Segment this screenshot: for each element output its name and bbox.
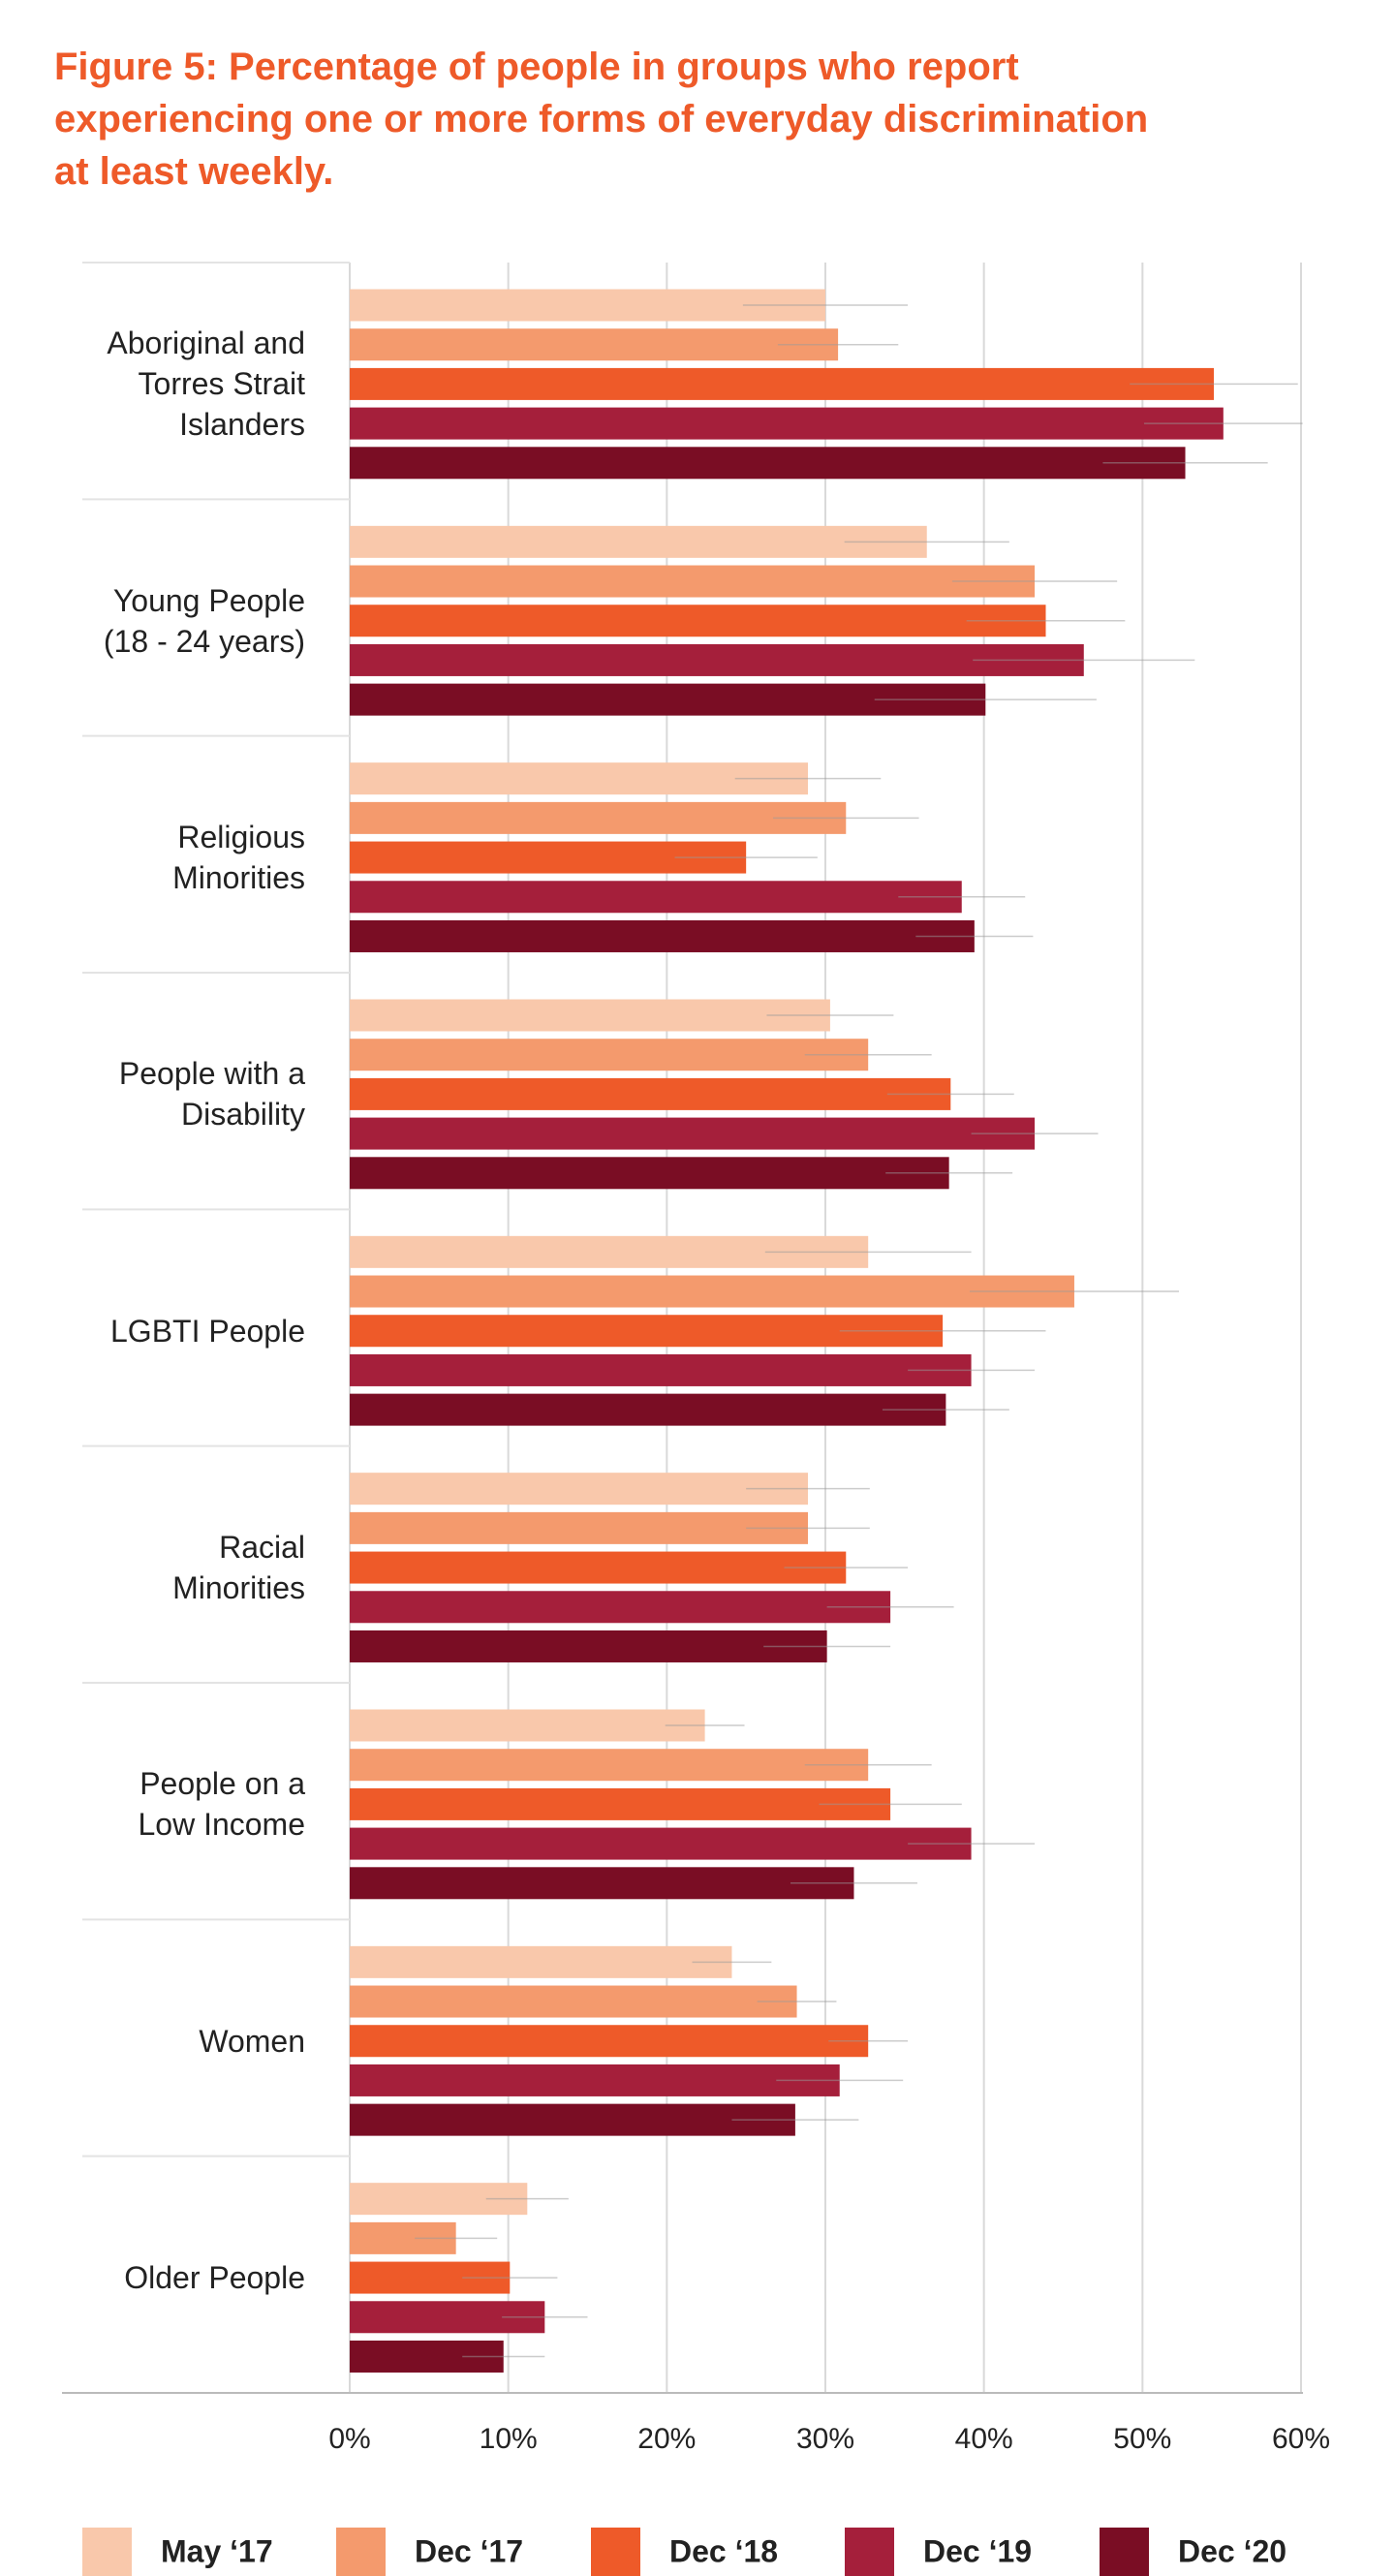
category-label: Aboriginal and Torres Strait Islanders (107, 326, 305, 443)
category-label: People with a Disability (118, 1056, 305, 1133)
bar (350, 367, 1214, 400)
category-label: LGBTI People (110, 1313, 305, 1349)
bar (350, 1353, 972, 1386)
legend-swatch (336, 2528, 386, 2576)
category-label: Racial Minorities (172, 1530, 305, 1606)
chart-title: Figure 5: Percentage of people in groups… (54, 46, 1149, 193)
bar (350, 1945, 732, 1978)
legend-swatch (1100, 2528, 1149, 2576)
bar (350, 407, 1224, 440)
bar (350, 328, 839, 361)
bar (350, 1117, 1036, 1150)
legend-label: Dec ‘18 (669, 2533, 778, 2568)
bar (350, 1749, 869, 1782)
x-tick-label: 50% (1113, 2423, 1171, 2455)
bar (350, 1157, 949, 1190)
bar (350, 762, 808, 795)
category-label: Young People (18 - 24 years) (103, 582, 305, 659)
legend-swatch (82, 2528, 132, 2576)
bar (350, 643, 1084, 676)
bar (350, 1473, 808, 1505)
bar (350, 1551, 847, 1584)
bar (350, 1511, 808, 1544)
bar (350, 1787, 891, 1820)
bar (350, 1867, 854, 1900)
category-label: Religious Minorities (172, 820, 305, 896)
x-tick-label: 10% (480, 2423, 538, 2455)
category-label: Women (199, 2023, 305, 2059)
bar (350, 881, 962, 914)
bar (350, 1077, 951, 1110)
legend-label: Dec ‘19 (923, 2533, 1032, 2568)
bar (350, 2103, 795, 2136)
bar (350, 1709, 705, 1742)
bar (350, 1629, 827, 1662)
bar (350, 999, 830, 1032)
x-tick-label: 20% (637, 2423, 696, 2455)
bar (350, 1039, 869, 1071)
x-tick-label: 30% (796, 2423, 854, 2455)
bar (350, 801, 847, 834)
bar (350, 2064, 840, 2096)
category-label: Older People (124, 2260, 305, 2296)
bar (350, 525, 927, 558)
bar (350, 447, 1186, 480)
bar (350, 1591, 891, 1624)
legend-label: May ‘17 (161, 2533, 273, 2568)
bar (350, 605, 1046, 637)
legend-swatch (845, 2528, 894, 2576)
bar (350, 2025, 869, 2058)
bar (350, 1985, 797, 2018)
bar (350, 1275, 1074, 1308)
x-tick-label: 0% (328, 2423, 370, 2455)
legend-label: Dec ‘17 (415, 2533, 523, 2568)
bar (350, 1393, 946, 1426)
bar (350, 565, 1036, 598)
bar (350, 1827, 972, 1860)
category-label: People on a Low Income (138, 1766, 305, 1843)
legend-label: Dec ‘20 (1178, 2533, 1286, 2568)
legend-swatch (591, 2528, 640, 2576)
x-tick-label: 60% (1272, 2423, 1330, 2455)
bar (350, 919, 975, 952)
x-tick-label: 40% (955, 2423, 1013, 2455)
